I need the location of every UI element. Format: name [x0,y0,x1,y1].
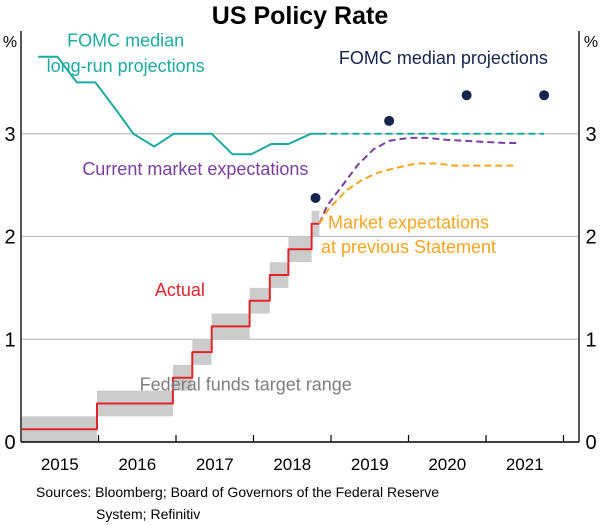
actual-line [21,222,320,431]
annotations: FOMC median long-run projections FOMC medi… [47,30,548,394]
series-lines [21,55,545,431]
y-tick-label-right: 3 [585,124,596,146]
x-tick-label: 2020 [428,455,466,474]
y-tick-label-left: 3 [4,124,15,146]
annotation-label: Current market expectations [82,159,308,179]
fomc-median-long-run-projections-line [38,55,320,156]
annotation-label: Market expectations [328,212,489,232]
x-tick-label: 2019 [351,455,389,474]
chart-title: US Policy Rate [212,2,389,30]
x-tick-label: 2015 [41,455,79,474]
annotation-label: at previous Statement [321,237,496,257]
current-market-expectations-line [318,136,517,225]
y-tick-label-left: 0 [4,432,15,454]
y-tick-label-left: 2 [4,227,15,249]
y-tick-label-right: 0 [585,432,596,454]
x-tick-label: 2018 [273,455,311,474]
x-tick-label: 2021 [506,455,544,474]
plot-frame [20,31,580,443]
fomc-projection-dot [384,115,395,126]
target-range-bars [21,210,320,442]
annotation-label: Federal funds target range [140,375,352,395]
annotation-label: FOMC median projections [339,48,548,68]
source-note-line-2: System; Refinitiv [96,506,200,522]
annotation-label: long-run projections [47,56,205,76]
y-unit-left: % [3,34,17,51]
market-expectations-at-previous-statement-line [318,162,514,225]
x-tick-label: 2016 [118,455,156,474]
source-note-line-1: Sources: Bloomberg; Board of Governors o… [36,484,439,500]
y-unit-right: % [584,34,598,51]
y-tick-label-right: 2 [585,227,596,249]
fomc-projection-dot [461,90,472,101]
x-tick-label: 2017 [196,455,234,474]
fomc-projection-dot [539,90,550,101]
annotation-label: Actual [155,280,205,300]
axes-labels: % % 0 0 1 1 2 2 3 3 2015 2016 2017 2018 2019 2020 2021 [3,34,598,474]
y-tick-label-right: 1 [585,329,596,351]
fomc-projection-dot [310,192,321,203]
y-tick-label-left: 1 [4,329,15,351]
fomc-projection-dots [310,90,550,203]
annotation-label: FOMC median [67,30,184,50]
